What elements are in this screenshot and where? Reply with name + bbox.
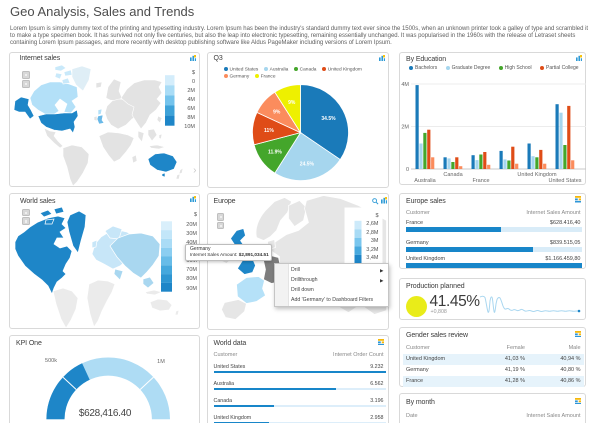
svg-text:2M: 2M <box>401 125 409 131</box>
svg-text:France: France <box>472 178 489 184</box>
svg-text:United States: United States <box>548 178 581 184</box>
svg-text:11.9%: 11.9% <box>267 149 281 155</box>
svg-text:9%: 9% <box>288 100 296 106</box>
svg-text:United Kingdom: United Kingdom <box>517 172 557 178</box>
svg-text:9%: 9% <box>273 110 281 116</box>
svg-text:34.5%: 34.5% <box>321 116 336 122</box>
svg-text:4M: 4M <box>401 82 409 88</box>
svg-text:Canada: Canada <box>443 172 463 178</box>
svg-text:0: 0 <box>406 167 409 173</box>
svg-text:11%: 11% <box>264 128 274 134</box>
svg-text:24.5%: 24.5% <box>299 162 314 168</box>
svg-text:Australia: Australia <box>414 178 436 184</box>
